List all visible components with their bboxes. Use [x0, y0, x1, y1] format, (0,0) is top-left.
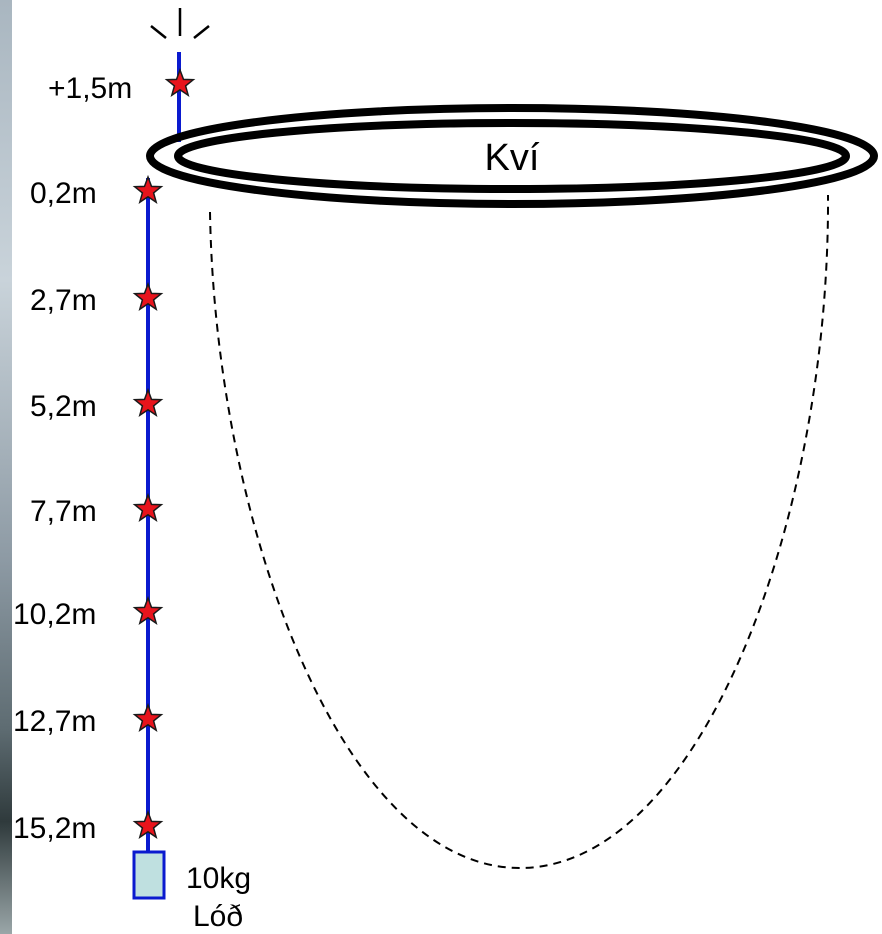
depth-label: 10,2m [13, 598, 96, 631]
sensor-star-icon [132, 492, 164, 523]
sensor-star-icon [164, 67, 196, 98]
depth-label: 12,7m [13, 705, 96, 738]
weight-name-label: Lóð [193, 900, 243, 933]
depth-label: 0,2m [30, 177, 97, 210]
sensor-star-icon [132, 281, 164, 312]
weight-mass-label: 10kg [186, 862, 251, 895]
pen-label: Kví [485, 137, 540, 179]
net-outline [209, 194, 830, 870]
depth-label: +1,5m [48, 72, 132, 105]
depth-label: 5,2m [30, 390, 97, 423]
depth-label: 15,2m [13, 812, 96, 845]
weight-block [132, 850, 166, 900]
sensor-star-icon [132, 702, 164, 733]
beacon-light-icon [150, 8, 210, 39]
sensor-star-icon [132, 809, 164, 840]
sensor-star-icon [132, 387, 164, 418]
background-photo-edge [0, 0, 12, 934]
depth-label: 7,7m [30, 495, 97, 528]
depth-label: 2,7m [30, 284, 97, 317]
sensor-star-icon [132, 595, 164, 626]
sensor-star-icon [132, 174, 164, 205]
pen-ring [146, 104, 878, 208]
sensor-stars [132, 67, 196, 840]
